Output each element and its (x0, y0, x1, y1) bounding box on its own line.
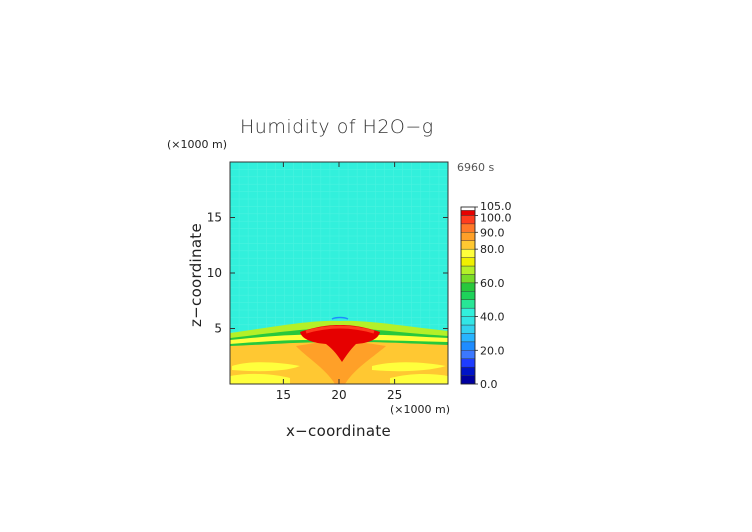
colorbar-tick-label: 20.0 (480, 344, 505, 357)
colorbar-tick-label: 60.0 (480, 277, 505, 290)
colorbar-swatch (460, 206, 476, 211)
colorbar-swatch (460, 375, 476, 385)
region-yellow-bottom-left (230, 373, 290, 384)
x-tick-label: 25 (387, 388, 402, 402)
y-axis-unit: (×1000 m) (167, 138, 228, 151)
colorbar-swatch (460, 358, 476, 368)
colorbar-swatch (460, 333, 476, 343)
chart-title: Humidity of H2O−g (240, 116, 434, 138)
colorbar-swatch (460, 299, 476, 309)
colorbar-swatch (460, 248, 476, 258)
region-yellow-streak-right (372, 362, 446, 372)
colorbar-tick-label: 100.0 (480, 211, 512, 224)
colorbar-swatch (460, 366, 476, 376)
colorbar-tick-label: 80.0 (480, 243, 505, 256)
x-axis-label: x−coordinate (286, 422, 392, 440)
colorbar-swatch (460, 215, 476, 225)
colorbar-swatch (460, 324, 476, 334)
time-label: 6960 s (457, 161, 495, 174)
colorbar-swatch (460, 274, 476, 284)
colorbar-tick-label: 90.0 (480, 226, 505, 239)
colorbar-swatch (460, 307, 476, 317)
colorbar-tick-label: 105.0 (480, 200, 512, 213)
x-tick-label: 15 (276, 388, 291, 402)
y-tick-label: 15 (207, 211, 222, 225)
region-orange-core (296, 341, 386, 384)
colorbar-tick-label: 40.0 (480, 311, 505, 324)
colorbar-swatch (460, 282, 476, 292)
x-axis-unit: (×1000 m) (390, 403, 451, 416)
region-cloud-core-edge (305, 325, 375, 334)
colorbar-swatch (460, 232, 476, 241)
colorbar-swatch (460, 240, 476, 250)
region-yellow-bottom-right (390, 373, 448, 384)
colorbar-swatch (460, 291, 476, 300)
colorbar-frame (460, 206, 476, 385)
region-cloud-core (300, 325, 380, 362)
region-yellow-streak-left (232, 362, 300, 372)
colorbar-swatch (460, 223, 476, 233)
contour-field (230, 162, 448, 384)
x-tick-label: 20 (331, 388, 346, 402)
colorbar-swatch (460, 210, 476, 216)
colorbar-swatch (460, 316, 476, 326)
colorbar-swatch (460, 341, 476, 351)
y-tick-label: 10 (207, 266, 222, 280)
y-axis: 5 10 15 (207, 211, 448, 336)
colorbar-swatch (460, 265, 476, 275)
colorbar-swatch (460, 257, 476, 267)
y-tick-label: 5 (214, 322, 222, 336)
region-lightgreen-band (230, 320, 448, 338)
region-dry-spot (331, 316, 349, 320)
x-axis: 15 20 25 (276, 162, 402, 402)
colorbar-tick-label: 0.0 (480, 378, 498, 391)
colorbar-swatch (460, 350, 476, 359)
